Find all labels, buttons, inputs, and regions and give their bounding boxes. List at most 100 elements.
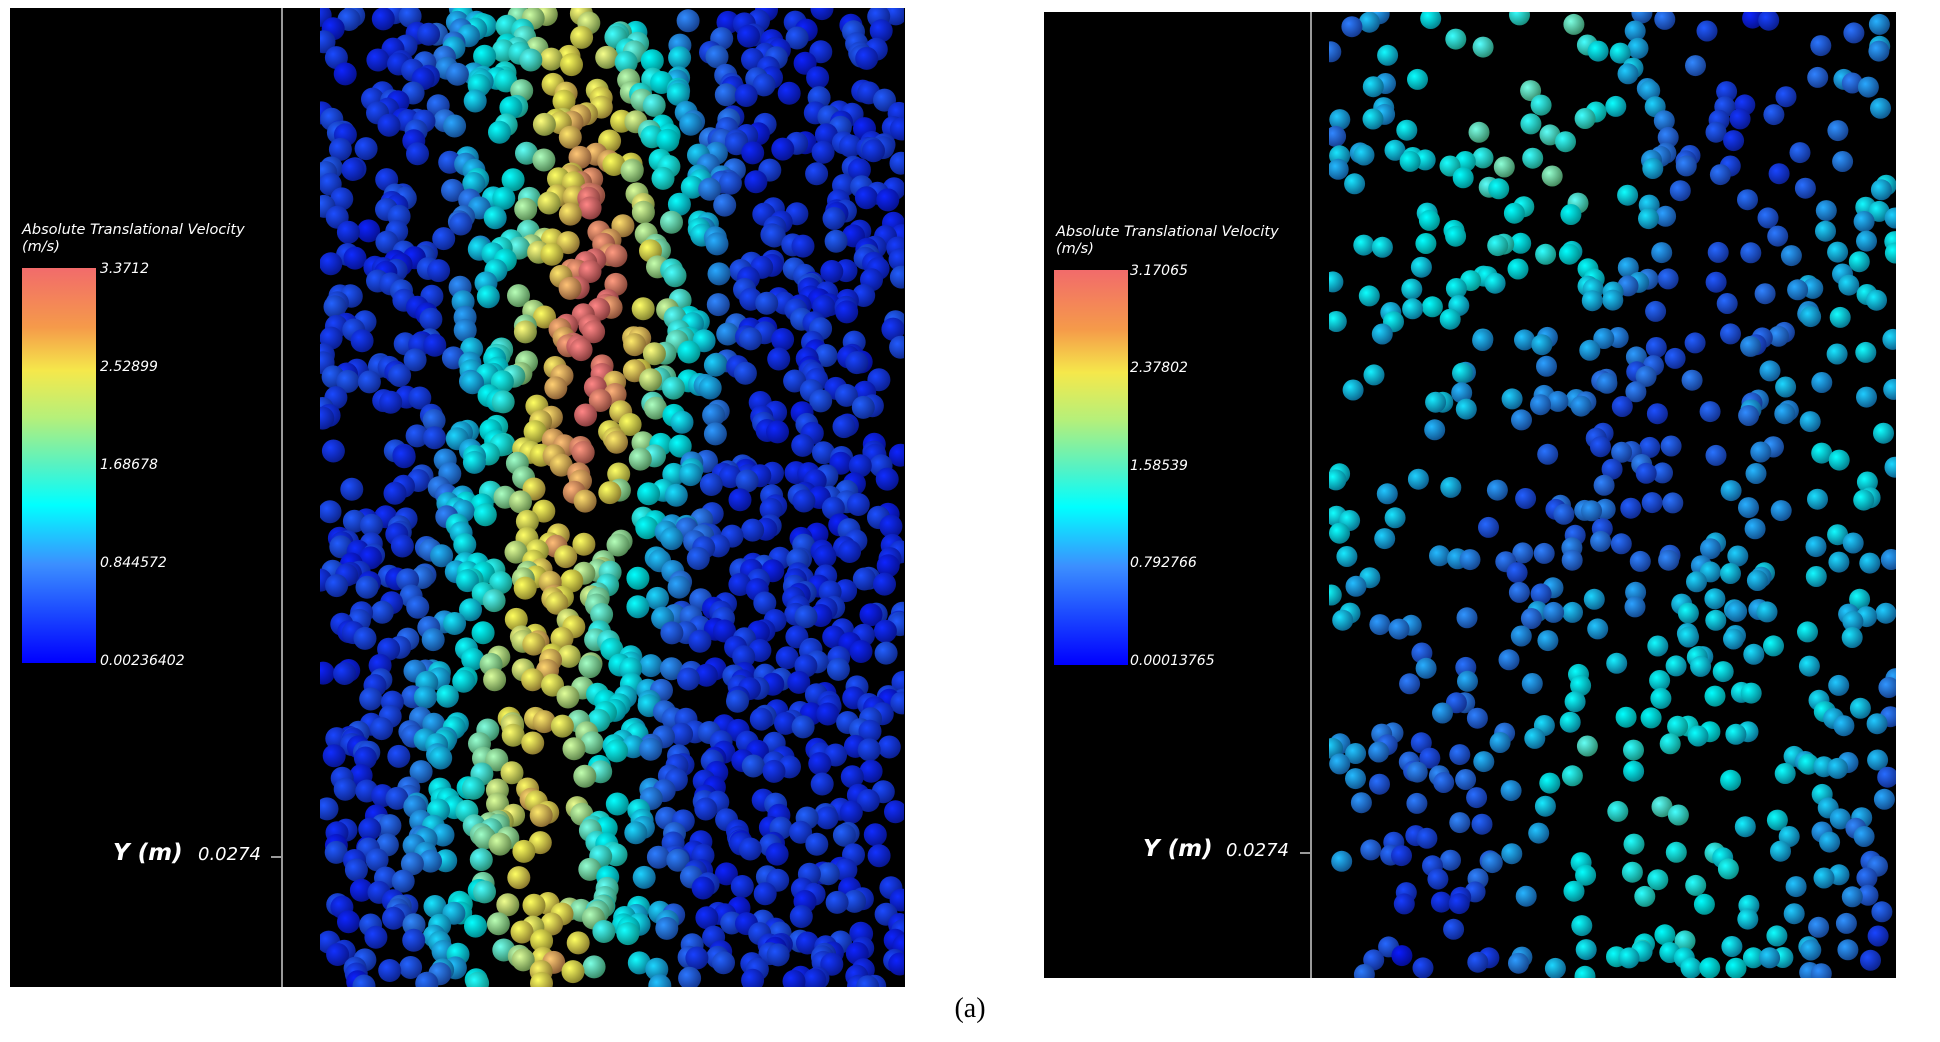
particle bbox=[449, 212, 473, 236]
particle bbox=[1669, 180, 1691, 202]
particle bbox=[1705, 609, 1727, 631]
particle bbox=[782, 969, 806, 987]
particle bbox=[642, 93, 666, 117]
particle bbox=[365, 848, 389, 872]
particle bbox=[1680, 957, 1702, 978]
particle bbox=[507, 284, 530, 308]
particle bbox=[1371, 236, 1393, 258]
particle bbox=[1674, 930, 1696, 952]
particle bbox=[1345, 743, 1367, 764]
particle bbox=[1623, 760, 1645, 782]
particle bbox=[1534, 795, 1556, 817]
particle bbox=[816, 862, 840, 886]
particle bbox=[513, 576, 537, 600]
particle bbox=[571, 441, 595, 464]
particle bbox=[1766, 809, 1788, 831]
particle bbox=[890, 691, 904, 715]
particle bbox=[691, 876, 715, 900]
particle bbox=[1678, 626, 1699, 648]
particle bbox=[354, 137, 378, 161]
particle bbox=[733, 361, 757, 385]
particle bbox=[464, 914, 487, 938]
particle bbox=[1758, 12, 1780, 31]
particle bbox=[1410, 732, 1432, 754]
particle bbox=[1501, 388, 1523, 410]
particle bbox=[1870, 179, 1892, 201]
particle bbox=[1737, 908, 1759, 930]
particle bbox=[1727, 545, 1749, 567]
particle bbox=[1419, 747, 1441, 769]
particle bbox=[1501, 843, 1523, 865]
particle bbox=[1848, 251, 1870, 273]
particle bbox=[340, 477, 364, 501]
particle bbox=[1369, 773, 1390, 795]
particle bbox=[1856, 867, 1878, 889]
particle bbox=[1827, 120, 1849, 142]
particle bbox=[1767, 225, 1789, 247]
particle bbox=[492, 186, 516, 210]
particle bbox=[558, 276, 582, 300]
particle bbox=[1353, 144, 1375, 166]
particle bbox=[845, 351, 869, 375]
particle bbox=[846, 493, 870, 516]
particle bbox=[588, 389, 612, 412]
particle bbox=[1842, 532, 1864, 554]
particle bbox=[847, 158, 871, 182]
particle bbox=[635, 516, 659, 540]
particle bbox=[1780, 245, 1802, 267]
particle bbox=[1759, 947, 1781, 969]
particle bbox=[626, 595, 650, 619]
particle bbox=[670, 410, 694, 434]
particle bbox=[1515, 488, 1537, 509]
particle bbox=[1574, 965, 1596, 978]
particle bbox=[1531, 334, 1553, 356]
particle-cloud bbox=[320, 8, 904, 987]
particle bbox=[1563, 880, 1585, 902]
particle bbox=[1794, 177, 1816, 199]
particle bbox=[1371, 323, 1393, 345]
particle bbox=[1716, 293, 1738, 314]
particle bbox=[540, 912, 564, 936]
particle bbox=[855, 46, 879, 70]
particle bbox=[741, 141, 765, 165]
particle bbox=[1629, 550, 1651, 572]
particle bbox=[1743, 643, 1765, 665]
particle bbox=[749, 707, 773, 731]
particle bbox=[660, 621, 684, 645]
particle bbox=[889, 117, 904, 141]
particle bbox=[532, 710, 556, 734]
particle bbox=[1849, 697, 1871, 719]
particle bbox=[432, 227, 456, 251]
particle bbox=[570, 25, 594, 49]
particle bbox=[390, 534, 414, 558]
particle bbox=[1655, 205, 1677, 227]
particle bbox=[881, 317, 904, 341]
colorbar-title-line1: Absolute Translational Velocity bbox=[1056, 224, 1279, 240]
particle bbox=[378, 959, 402, 982]
particle bbox=[1448, 893, 1470, 915]
particle bbox=[1657, 126, 1679, 148]
particle bbox=[1720, 769, 1742, 791]
particle bbox=[459, 598, 482, 622]
particle bbox=[1884, 207, 1896, 229]
particle bbox=[1524, 727, 1546, 749]
particle bbox=[443, 612, 467, 635]
particle bbox=[1857, 884, 1879, 906]
colorbar-tick-max: 3.3712 bbox=[100, 261, 149, 277]
particle bbox=[569, 338, 593, 362]
particle bbox=[556, 685, 580, 709]
particle bbox=[1331, 850, 1353, 872]
particle bbox=[1819, 831, 1841, 853]
particle bbox=[1561, 765, 1583, 787]
particle bbox=[413, 685, 437, 709]
particle bbox=[512, 839, 536, 863]
particle bbox=[1645, 337, 1667, 358]
particle bbox=[759, 497, 783, 521]
particle bbox=[856, 975, 880, 987]
particle bbox=[814, 344, 838, 367]
particle bbox=[540, 242, 564, 266]
particle bbox=[1838, 274, 1860, 296]
particle bbox=[1329, 125, 1347, 147]
particle bbox=[1657, 268, 1679, 290]
colorbar-tick-min: 0.00236402 bbox=[100, 653, 185, 669]
